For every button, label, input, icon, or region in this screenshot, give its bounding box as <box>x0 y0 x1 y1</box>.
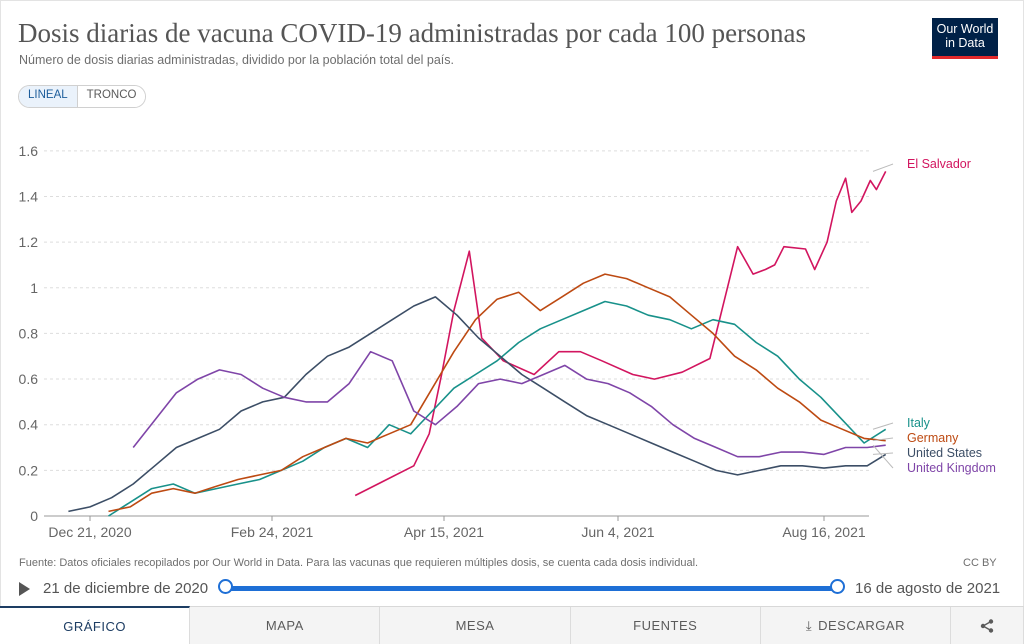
series-label: El Salvador <box>907 157 971 171</box>
timeline-start-handle[interactable] <box>218 579 233 594</box>
y-tick-label: 1.4 <box>19 188 39 204</box>
x-tick-label: Dec 21, 2020 <box>48 524 131 540</box>
series-label: United Kingdom <box>907 461 996 475</box>
series-label: Italy <box>907 416 931 430</box>
series-line <box>108 273 886 513</box>
y-tick-label: 1 <box>30 280 38 296</box>
owid-logo[interactable]: Our World in Data <box>932 18 998 59</box>
tab-chart[interactable]: GRÁFICO <box>0 606 191 644</box>
y-tick-label: 1.2 <box>19 234 39 250</box>
tab-bar: GRÁFICO MAPA MESA FUENTES ⤓ DESCARGAR <box>0 606 1024 644</box>
series-label-connector <box>872 422 894 430</box>
tab-download[interactable]: ⤓ DESCARGAR <box>761 607 952 644</box>
series-line <box>108 300 887 517</box>
series-label-connector <box>872 452 894 455</box>
source-note: Fuente: Datos oficiales recopilados por … <box>19 557 699 569</box>
tab-download-label: DESCARGAR <box>818 618 905 633</box>
y-tick-label: 0 <box>30 508 38 524</box>
x-tick-label: Aug 16, 2021 <box>782 524 866 540</box>
y-tick-label: 0.4 <box>19 417 39 433</box>
download-icon: ⤓ <box>805 617 813 633</box>
logo-line-2: in Data <box>945 36 985 50</box>
timeline-track[interactable] <box>225 586 837 591</box>
tab-sources-label: FUENTES <box>633 618 698 633</box>
tab-table-label: MESA <box>455 618 495 633</box>
series-label-connector <box>872 437 894 442</box>
series-line <box>132 350 886 458</box>
y-tick-label: 0.8 <box>19 325 39 341</box>
series-label: United States <box>907 446 982 460</box>
license-link[interactable]: CC BY <box>963 557 997 569</box>
y-tick-label: 0.6 <box>19 371 39 387</box>
timeline-start-label: 21 de diciembre de 2020 <box>43 580 209 597</box>
x-tick-label: Feb 24, 2021 <box>231 524 314 540</box>
y-tick-label: 0.2 <box>19 462 39 478</box>
page-subtitle: Número de dosis diarias administradas, d… <box>19 53 454 67</box>
timeline-end-label: 16 de agosto de 2021 <box>855 580 1001 597</box>
y-tick-label: 1.6 <box>19 143 39 159</box>
tab-sources[interactable]: FUENTES <box>571 607 761 644</box>
line-chart: 0 0.2 0.4 0.6 0.8 1 1.2 1.4 1.6 Dec 21, 2020 Feb 2… <box>19 143 996 540</box>
series-label-connector <box>872 444 894 469</box>
x-tick-label: Jun 4, 2021 <box>581 524 654 540</box>
tab-map[interactable]: MAPA <box>190 607 381 644</box>
tab-map-label: MAPA <box>265 618 304 633</box>
scale-toggle[interactable]: LINEAL TRONCO <box>18 85 147 108</box>
series-line <box>354 171 887 497</box>
timeline-end-handle[interactable] <box>830 579 845 594</box>
scale-log-button[interactable]: TRONCO <box>77 86 146 107</box>
x-tick-label: Apr 15, 2021 <box>404 524 484 540</box>
series-line <box>68 296 887 513</box>
page-title: Dosis diarias de vacuna COVID-19 adminis… <box>18 18 807 48</box>
series-label: Germany <box>907 431 959 445</box>
scale-linear-button[interactable]: LINEAL <box>19 86 78 107</box>
timeline: 21 de diciembre de 2020 16 de agosto de … <box>19 578 1001 600</box>
tab-chart-label: GRÁFICO <box>63 618 126 634</box>
tab-table[interactable]: MESA <box>380 607 571 644</box>
share-button[interactable] <box>951 607 1024 644</box>
share-icon <box>980 618 994 633</box>
series-label-connector <box>872 163 894 172</box>
play-icon[interactable] <box>19 582 30 596</box>
logo-line-1: Our World <box>936 22 994 36</box>
